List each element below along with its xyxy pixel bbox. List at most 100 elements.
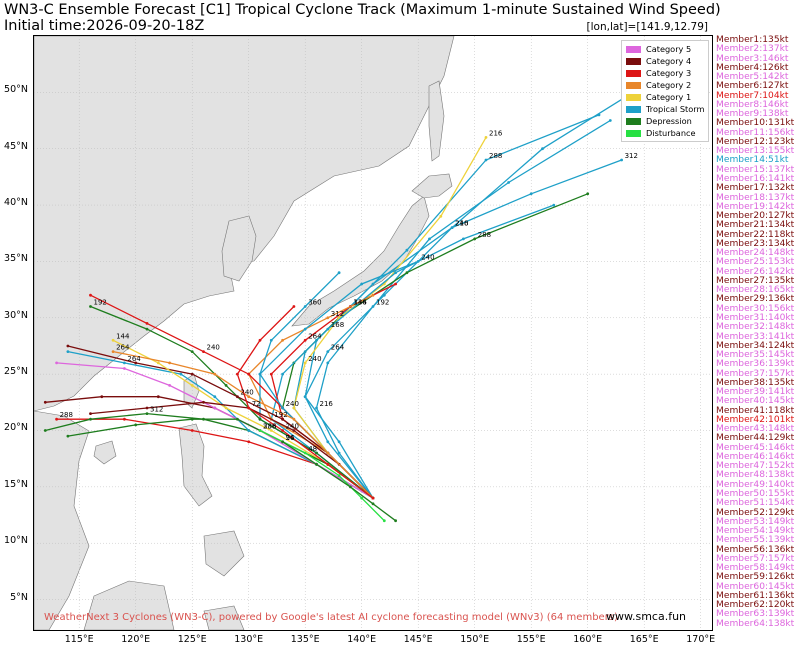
track-point [168, 361, 172, 365]
member-intensity: Member32:148kt [716, 322, 795, 333]
member-intensity: Member37:157kt [716, 368, 795, 379]
member-intensity: Member50:155kt [716, 489, 795, 500]
track-hour-label: 216 [320, 400, 334, 408]
cyclone-track [270, 204, 555, 499]
latitude-tick: 40°N [4, 197, 28, 209]
track-point [281, 372, 284, 376]
member-intensity: Member57:157kt [716, 553, 795, 564]
legend-label: Depression [646, 116, 692, 126]
track-point [371, 496, 375, 500]
longitude-tick: 120°E [121, 634, 151, 645]
track-point [371, 293, 375, 297]
track-point [89, 305, 92, 308]
member-intensity: Member20:127kt [716, 211, 795, 222]
longitude-tick: 145°E [403, 634, 433, 645]
latitude-tick: 45°N [4, 140, 28, 152]
latitude-tick: 5°N [10, 591, 28, 603]
track-point [247, 395, 251, 399]
track-point [394, 282, 397, 286]
member-intensity: Member45:146kt [716, 442, 795, 453]
track-point [55, 417, 58, 421]
track-point [66, 344, 70, 348]
track-hour-label: 240 [421, 253, 434, 261]
member-intensity-list: Member1:135kt Member2:137kt Member3:146kt M… [716, 35, 800, 629]
track-point [213, 406, 217, 410]
longitude-tick: 135°E [290, 634, 320, 645]
track-hour-labels: 216 264 336 240 288 216 192 264 312 240 288 288 312 2… [60, 129, 638, 453]
track-hour-label: 312 [150, 406, 163, 414]
track-point [484, 136, 488, 139]
track-point [145, 406, 149, 410]
track-hour-label: 264 [116, 344, 130, 352]
track-point [371, 282, 375, 286]
track-point [111, 350, 115, 353]
track-point [202, 400, 205, 404]
track-point [134, 361, 138, 365]
member-intensity: Member52:129kt [716, 507, 795, 518]
track-point [145, 327, 149, 331]
track-point [213, 395, 217, 399]
member-intensity: Member33:141kt [716, 331, 795, 342]
legend-entry: Category 4 [626, 55, 704, 67]
track-point [190, 372, 194, 376]
track-point [382, 293, 386, 297]
latitude-tick: 15°N [4, 478, 28, 490]
legend-label: Disturbance [646, 128, 696, 138]
member-intensity: Member59:126kt [716, 572, 795, 583]
track-map[interactable]: 216 264 336 240 288 216 192 264 312 240 288 288 312 2… [34, 36, 712, 630]
cyclone-track [293, 137, 487, 499]
member-intensity: Member51:154kt [716, 498, 795, 509]
legend-label: Category 5 [646, 44, 692, 54]
track-point [43, 429, 47, 432]
track-point [303, 451, 307, 455]
track-point [303, 327, 307, 331]
track-point [473, 237, 477, 241]
longitude-tick: 125°E [177, 634, 207, 645]
track-point [281, 406, 284, 410]
longitude-tick: 130°E [234, 634, 264, 645]
track-point [315, 462, 318, 466]
track-point [190, 417, 194, 421]
track-hour-label: 192 [274, 411, 287, 419]
longitude-tick: 140°E [347, 634, 377, 645]
member-intensity: Member6:127kt [716, 81, 789, 92]
cyclone-track [67, 418, 374, 499]
track-point [281, 338, 284, 342]
track-hour-label: 288 [489, 152, 502, 160]
track-point [55, 361, 58, 365]
land-layer [34, 36, 455, 630]
track-point [89, 412, 92, 415]
korea-peninsula [221, 215, 257, 282]
member-intensity: Member23:134kt [716, 238, 795, 249]
track-point [303, 361, 307, 365]
track-hour-label: 264 [331, 344, 345, 352]
track-point [326, 327, 330, 331]
map-panel[interactable]: 216 264 336 240 288 216 192 264 312 240 288 288 312 2… [33, 35, 713, 631]
member-intensity: Member42:101kt [716, 414, 795, 425]
legend-swatch [626, 45, 641, 53]
track-point [394, 271, 397, 275]
track-point [405, 248, 409, 252]
legend-swatch [626, 93, 641, 101]
member-intensity: Member31:140kt [716, 312, 795, 323]
member-intensity: Member30:156kt [716, 303, 795, 314]
track-point [597, 113, 601, 117]
member-intensity: Member58:149kt [716, 563, 795, 574]
track-point [89, 293, 92, 297]
legend-entry: Category 1 [626, 91, 704, 103]
track-hour-label: 264 [127, 355, 141, 363]
track-point [462, 237, 465, 241]
indochina [34, 410, 90, 630]
member-intensity: Member44:129kt [716, 433, 795, 444]
longitude-tick: 150°E [460, 634, 490, 645]
track-point [507, 181, 510, 184]
track-point [315, 451, 318, 455]
legend-label: Category 3 [646, 68, 692, 78]
track-hour-label: 336 [263, 423, 277, 431]
member-intensity: Member35:145kt [716, 350, 795, 361]
track-point [269, 338, 273, 342]
track-point [190, 350, 194, 353]
member-intensity: Member5:142kt [716, 72, 789, 83]
initial-time: Initial time:2026-09-20-18Z [4, 18, 205, 34]
member-intensity: Member22:118kt [716, 229, 795, 240]
